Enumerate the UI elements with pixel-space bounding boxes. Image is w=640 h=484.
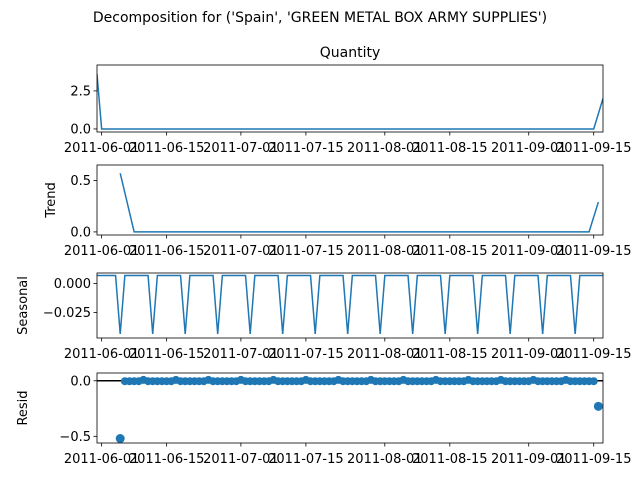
panel-4-resid-outlier <box>115 434 125 443</box>
panel-1-ytick-label: 2.5 <box>70 84 91 99</box>
panel-4-xtick-label: 2011-07-01 <box>203 452 279 467</box>
panel-2-ylabel: Trend <box>44 182 59 219</box>
panel-2-xtick-label: 2011-06-15 <box>129 244 205 259</box>
panel-3-ytick-label: −0.025 <box>43 306 91 321</box>
panel-1-title: Quantity <box>320 45 381 61</box>
panel-1-xtick-label: 2011-07-15 <box>268 141 344 156</box>
panel-2-xtick-label: 2011-06-01 <box>64 244 140 259</box>
panel-3-xtick-label: 2011-08-15 <box>412 347 488 362</box>
panel-3-data <box>97 274 603 334</box>
panel-4-xtick-label: 2011-09-15 <box>556 452 632 467</box>
panel-4-ylabel: Resid <box>16 390 31 425</box>
panel-1-xtick-label: 2011-07-01 <box>203 141 279 156</box>
panel-2-xtick-label: 2011-09-15 <box>556 244 632 259</box>
panel-2-ytick-label: 0.5 <box>70 174 91 189</box>
panel-3-xtick-label: 2011-09-01 <box>491 347 567 362</box>
panel-1-data <box>97 74 603 130</box>
panel-1: 0.02.52011-06-012011-06-152011-07-012011… <box>64 45 632 156</box>
panel-3-xtick-label: 2011-06-01 <box>64 347 140 362</box>
panel-2-xtick-label: 2011-08-15 <box>412 244 488 259</box>
panel-3-xtick-label: 2011-07-15 <box>268 347 344 362</box>
panel-2-data <box>119 173 600 233</box>
panel-4-xtick-label: 2011-07-15 <box>268 452 344 467</box>
panel-4-xtick-label: 2011-08-01 <box>347 452 423 467</box>
panel-3: 0.000 −0.025 2011-06-012011-06-152011-07-0… <box>16 272 632 362</box>
panel-4-frame <box>96 372 604 444</box>
panel-4-xtick-label: 2011-08-15 <box>412 452 488 467</box>
panel-2-ytick-label: 0.0 <box>70 225 91 240</box>
panel-1-ytick-label: 0.0 <box>70 122 91 137</box>
panel-4-resid-point <box>589 377 598 386</box>
panel-1-xtick-label: 2011-09-01 <box>491 141 567 156</box>
panel-2-xtick-label: 2011-08-01 <box>347 244 423 259</box>
decomposition-panels: 0.02.52011-06-012011-06-152011-07-012011… <box>16 45 631 467</box>
panel-2-series-line <box>119 173 600 233</box>
panel-2-xtick-label: 2011-07-15 <box>268 244 344 259</box>
panel-4: 0.0−0.52011-06-012011-06-152011-07-01201… <box>16 372 632 467</box>
panel-1-xtick-label: 2011-06-15 <box>129 141 205 156</box>
panel-4-ytick-label: −0.5 <box>59 430 91 445</box>
panel-4-xtick-label: 2011-06-15 <box>129 452 205 467</box>
panel-4-ytick-label: 0.0 <box>70 374 91 389</box>
panel-4-xtick-label: 2011-09-01 <box>491 452 567 467</box>
panel-3-xtick-label: 2011-08-01 <box>347 347 423 362</box>
panel-3-xtick-label: 2011-06-15 <box>129 347 205 362</box>
panel-3-ytick-label: 0.000 <box>54 277 91 292</box>
panel-3-seasonal-line <box>97 274 603 334</box>
panel-3-frame <box>96 272 604 339</box>
panel-1-frame <box>96 64 604 133</box>
panel-1-xtick-label: 2011-06-01 <box>64 141 140 156</box>
panel-2-xtick-label: 2011-07-01 <box>203 244 279 259</box>
panel-4-xtick-label: 2011-06-01 <box>64 452 140 467</box>
figure-title: Decomposition for ('Spain', 'GREEN METAL… <box>93 10 547 26</box>
panel-4-data <box>97 375 603 443</box>
panel-2-xtick-label: 2011-09-01 <box>491 244 567 259</box>
panel-1-series-line <box>97 74 603 130</box>
panel-2-frame <box>96 164 604 236</box>
panel-3-xtick-label: 2011-07-01 <box>203 347 279 362</box>
panel-2: 0.00.52011-06-012011-06-152011-07-012011… <box>44 164 632 259</box>
panel-3-ylabel: Seasonal <box>16 276 31 335</box>
panel-1-xtick-label: 2011-09-15 <box>556 141 632 156</box>
panel-4-resid-outlier <box>593 401 603 411</box>
panel-1-xtick-label: 2011-08-15 <box>412 141 488 156</box>
panel-1-xtick-label: 2011-08-01 <box>347 141 423 156</box>
panel-3-xtick-label: 2011-09-15 <box>556 347 632 362</box>
